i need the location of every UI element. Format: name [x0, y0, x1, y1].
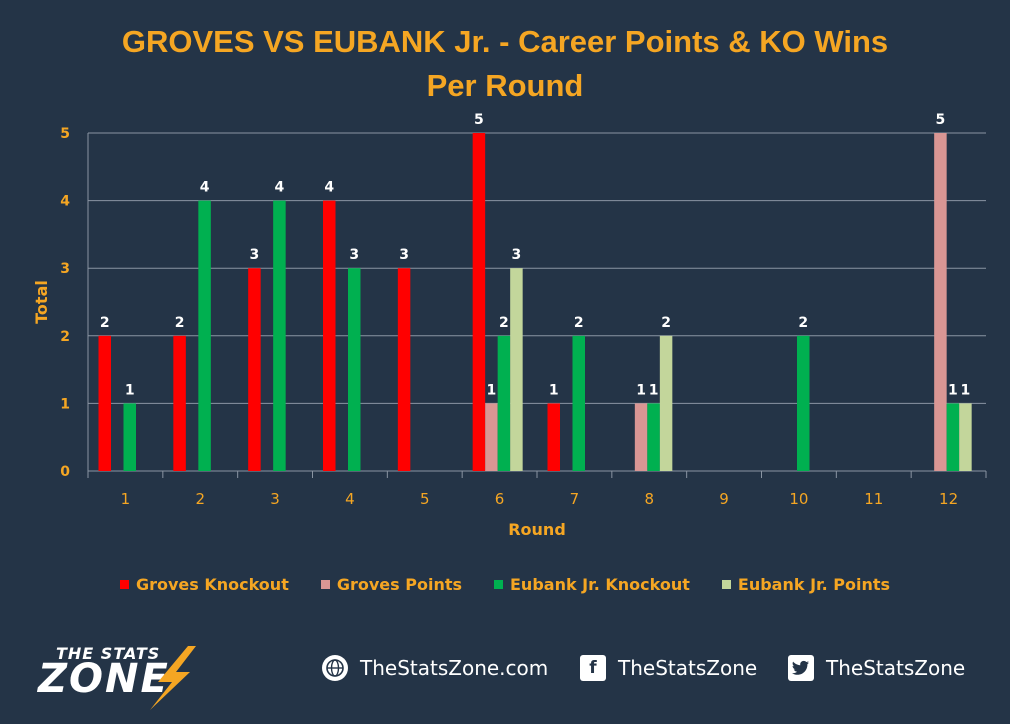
bar — [934, 133, 947, 471]
y-tick-label: 1 — [60, 396, 70, 412]
bar — [273, 200, 286, 471]
y-tick-label: 5 — [60, 126, 70, 142]
data-label: 2 — [100, 315, 110, 331]
legend-label: Groves Points — [336, 575, 462, 594]
bar — [472, 133, 486, 471]
legend-item-groves-knockout: Groves Knockout — [119, 575, 289, 594]
bar — [946, 403, 960, 471]
bar — [123, 403, 136, 471]
data-label: 1 — [961, 382, 971, 398]
bar — [797, 335, 810, 471]
data-label: 4 — [324, 180, 334, 196]
data-label: 1 — [948, 382, 958, 398]
globe-icon — [322, 655, 348, 681]
data-label: 1 — [636, 382, 646, 398]
bar — [98, 335, 111, 471]
bar — [248, 268, 261, 471]
bar — [485, 403, 498, 471]
data-label: 5 — [474, 112, 484, 128]
bar — [173, 335, 186, 471]
legend-swatch — [320, 580, 330, 589]
bar — [547, 403, 560, 471]
website-label: TheStatsZone.com — [360, 656, 549, 680]
y-tick-label: 2 — [60, 329, 70, 345]
x-tick-label: 5 — [420, 490, 430, 508]
twitter-icon — [788, 655, 814, 681]
bar — [572, 335, 585, 471]
x-tick-label: 9 — [719, 490, 729, 508]
chart-title-line2: Per Round — [426, 68, 584, 103]
legend-label: Groves Knockout — [135, 575, 289, 594]
logo-text-top: THE STATS — [56, 644, 161, 663]
legend-swatch — [119, 580, 129, 589]
logo-bolt-icon — [150, 646, 196, 710]
data-label: 2 — [175, 315, 185, 331]
data-label: 4 — [275, 180, 285, 196]
x-tick-label: 10 — [789, 490, 808, 508]
chart-legend: Groves Knockout Groves Points Eubank Jr.… — [0, 575, 1010, 594]
legend-swatch — [494, 580, 503, 589]
data-label: 3 — [512, 247, 522, 263]
legend-item-eubank-points: Eubank Jr. Points — [721, 575, 891, 594]
legend-label: Eubank Jr. Points — [737, 575, 891, 594]
x-tick-label: 11 — [864, 490, 883, 508]
data-label: 5 — [936, 112, 946, 128]
data-label: 1 — [549, 382, 559, 398]
y-axis-title: Total — [32, 280, 51, 324]
facebook-label: TheStatsZone — [618, 656, 758, 680]
bar — [634, 403, 648, 471]
data-label: 3 — [250, 247, 260, 263]
x-tick-label: 2 — [195, 490, 205, 508]
x-tick-label: 3 — [270, 490, 280, 508]
facebook-icon: f — [580, 655, 606, 681]
x-tick-label: 7 — [570, 490, 580, 508]
data-label: 1 — [649, 382, 659, 398]
bar — [497, 335, 511, 471]
footer: THE STATS ZONE TheStatsZone.com f TheSta… — [0, 640, 1010, 724]
x-axis-title: Round — [508, 520, 566, 539]
legend-swatch — [721, 580, 731, 589]
legend-item-groves-points: Groves Points — [320, 575, 462, 594]
data-label: 4 — [200, 180, 210, 196]
stats-zone-logo: THE STATS ZONE — [38, 644, 213, 710]
data-label: 2 — [661, 315, 671, 331]
y-tick-label: 3 — [60, 261, 70, 277]
x-tick-label: 4 — [345, 490, 355, 508]
x-tick-label: 12 — [939, 490, 958, 508]
chart-title-line1: GROVES VS EUBANK Jr. - Career Points & K… — [121, 24, 889, 59]
data-label: 3 — [399, 247, 409, 263]
logo-text-main: ZONE — [38, 656, 170, 702]
bar — [647, 403, 660, 471]
data-label: 2 — [798, 315, 808, 331]
facebook-link[interactable]: f TheStatsZone — [580, 655, 757, 681]
y-tick-label: 0 — [60, 464, 70, 480]
legend-label: Eubank Jr. Knockout — [510, 575, 690, 594]
bar — [397, 268, 411, 471]
bar — [659, 335, 673, 471]
data-label: 1 — [487, 382, 497, 398]
data-label: 2 — [499, 315, 509, 331]
legend-item-eubank-knockout: Eubank Jr. Knockout — [494, 575, 690, 594]
chart-title: GROVES VS EUBANK Jr. - Career Points & K… — [0, 20, 1010, 108]
twitter-link[interactable]: TheStatsZone — [788, 655, 965, 681]
bar — [323, 200, 336, 471]
twitter-label: TheStatsZone — [826, 656, 966, 680]
data-label: 1 — [125, 382, 135, 398]
data-label: 3 — [349, 247, 359, 263]
bar — [348, 268, 361, 471]
x-tick-label: 1 — [121, 490, 131, 508]
bar — [510, 268, 523, 471]
bar — [959, 403, 972, 471]
y-tick-label: 4 — [60, 194, 70, 210]
data-label: 2 — [574, 315, 584, 331]
bar — [198, 200, 211, 471]
website-link[interactable]: TheStatsZone.com — [322, 655, 548, 681]
x-tick-label: 8 — [644, 490, 654, 508]
x-tick-label: 6 — [495, 490, 505, 508]
